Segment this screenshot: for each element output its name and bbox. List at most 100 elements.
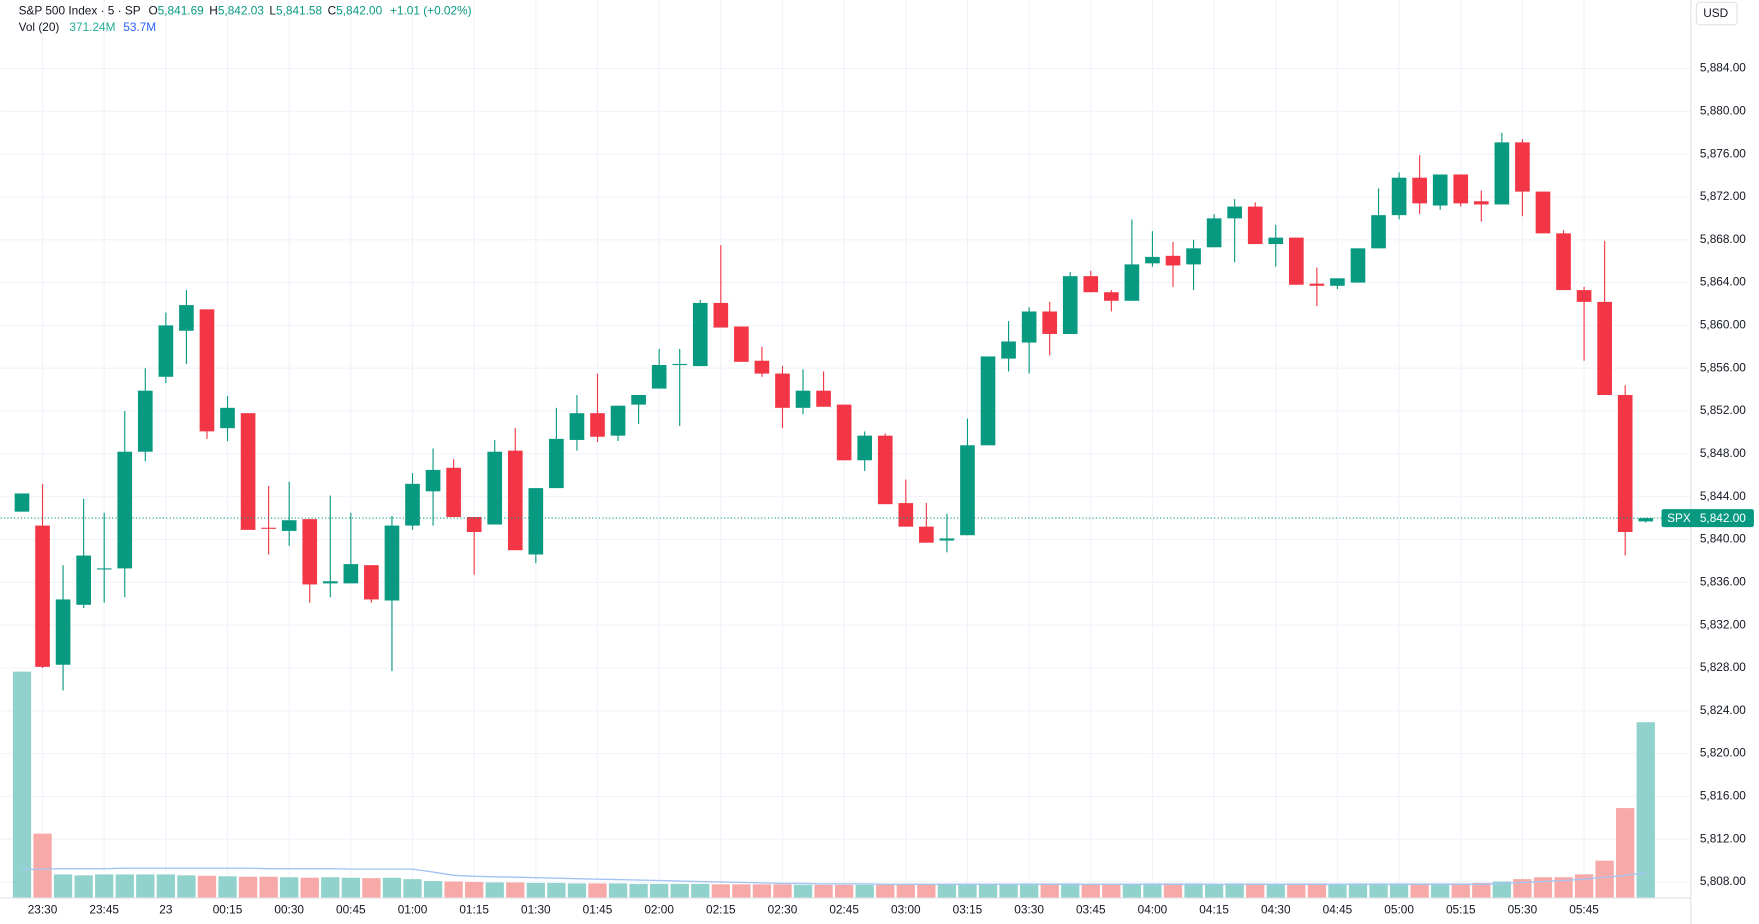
candle-body: [1350, 248, 1366, 283]
x-tick-label: 01:00: [398, 903, 428, 917]
candle-body: [1453, 174, 1469, 204]
volume-bar: [300, 877, 319, 899]
volume-bar: [691, 883, 710, 899]
x-tick-label: 05:30: [1508, 903, 1538, 917]
volume-bar: [814, 884, 833, 899]
volume-bar: [834, 884, 854, 899]
legend-h: H: [209, 3, 218, 17]
candle-body: [261, 527, 276, 529]
y-tick-label: 5,884.00: [1700, 61, 1746, 75]
volume-bar: [423, 881, 443, 899]
x-tick-label: 01:30: [521, 903, 551, 917]
candle-body: [590, 413, 605, 437]
volume-bar: [1554, 877, 1573, 899]
candle-body: [466, 517, 482, 532]
volume-bar: [1636, 722, 1655, 899]
volume-bar: [136, 874, 155, 899]
volume-bar: [1040, 883, 1059, 899]
candle-body: [179, 305, 194, 331]
currency-box[interactable]: [1695, 1, 1738, 26]
legend-line: S&P 500 Index · 5 · SP O5,841.69 H5,842.…: [19, 3, 472, 17]
candle-body: [1638, 518, 1654, 522]
candle-body: [425, 469, 441, 492]
volume-bar: [526, 882, 545, 899]
legend-l: L: [269, 3, 276, 17]
candle-body: [1597, 301, 1612, 395]
volume-bar: [937, 884, 957, 899]
volume-bar: [1431, 883, 1450, 899]
volume-bar: [382, 877, 402, 899]
candle-body: [487, 451, 503, 525]
candle-body: [240, 413, 256, 530]
candle-body: [1494, 142, 1510, 205]
volume-bar: [444, 881, 463, 899]
volume-pane: [12, 671, 1655, 899]
volume-bar: [1204, 883, 1224, 899]
volume-bar: [999, 883, 1018, 899]
volume-bar: [74, 875, 93, 899]
candle-body: [55, 599, 71, 665]
volume-bar: [567, 883, 587, 899]
y-tick-label: 5,876.00: [1700, 146, 1746, 160]
candle-body: [1083, 276, 1099, 293]
y-tick-label: 5,828.00: [1700, 660, 1746, 674]
x-tick-label: 23:30: [28, 903, 58, 917]
volume-value: 371.24M: [69, 20, 115, 34]
volume-bar: [588, 883, 607, 899]
candle-body: [35, 525, 50, 667]
x-tick-label: 03:45: [1076, 903, 1106, 917]
volume-bar: [917, 884, 936, 899]
candle-body: [199, 309, 215, 432]
volume-bar: [670, 883, 689, 899]
candle-body: [754, 360, 770, 374]
price-tag-box: [1661, 509, 1754, 528]
axes: 5,808.00 5,812.00 5,816.00 5,820.00 5,824.00…: [0, 61, 1754, 917]
candle-body: [610, 405, 626, 436]
candle-body: [76, 555, 91, 605]
candle-body: [446, 467, 461, 518]
candle-body: [1330, 278, 1345, 286]
y-tick-label: 5,868.00: [1700, 232, 1746, 246]
volume-bar: [1369, 883, 1388, 899]
candle-body: [1124, 264, 1140, 301]
y-tick-label: 5,852.00: [1700, 403, 1746, 417]
candle-body: [343, 564, 359, 584]
x-tick-label: 03:30: [1014, 903, 1044, 917]
candle-body: [1104, 292, 1119, 301]
candle-body: [220, 407, 235, 429]
x-tick-label: 03:15: [953, 903, 983, 917]
volume-bar: [752, 884, 772, 899]
volume-bar: [1061, 883, 1080, 899]
volume-bar: [876, 884, 895, 899]
volume-bar: [958, 883, 977, 899]
candle-body: [1145, 256, 1160, 264]
legend-change: +1.01 (+0.02%): [390, 3, 472, 17]
volume-bar: [547, 882, 566, 899]
volume-bar: [341, 877, 360, 899]
volume-bar: [485, 882, 504, 899]
x-tick-label: 23:45: [89, 903, 119, 917]
y-tick-label: 5,860.00: [1700, 318, 1746, 332]
candle-body: [939, 538, 955, 541]
volume-bar: [259, 876, 278, 899]
y-tick-label: 5,848.00: [1700, 446, 1746, 460]
candle-body: [1289, 237, 1304, 285]
candle-body: [1473, 201, 1489, 205]
legend-c: C: [328, 3, 337, 17]
volume-bar: [608, 883, 628, 899]
candle-body: [898, 503, 914, 527]
volume-bar: [1410, 883, 1429, 899]
volume-bar: [362, 878, 381, 899]
candle-body: [795, 390, 811, 408]
x-tick-label: 02:45: [829, 903, 859, 917]
volume-bar: [1389, 883, 1409, 899]
candle-body: [528, 488, 544, 555]
candle-body: [857, 435, 873, 461]
volume-bar: [1533, 877, 1553, 899]
candles: [14, 132, 1654, 691]
volume-title: Vol (20): [19, 20, 60, 34]
legend-high: 5,842.03: [218, 3, 264, 17]
price-tag-symbol: SPX: [1667, 511, 1691, 525]
y-tick-label: 5,808.00: [1700, 874, 1746, 888]
